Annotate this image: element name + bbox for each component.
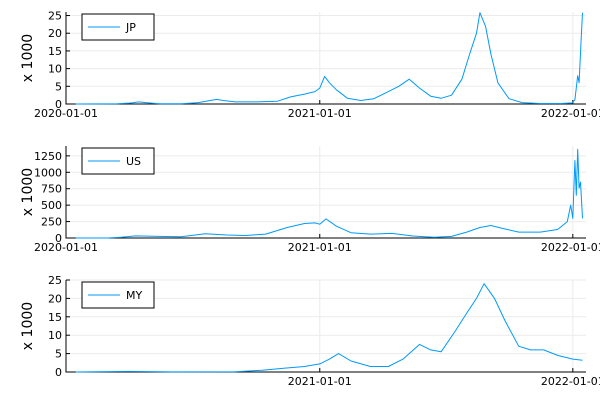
panel-top: 0 5 10 15 20 25 2020-01-01 2021-01-01 2022-01-01… [20, 10, 600, 120]
y-axis-label: x 1000 [20, 34, 36, 82]
y-tick-label: 250 [41, 216, 62, 229]
x-tick-label: 2020-01-01 [34, 107, 98, 120]
series-line-my [75, 283, 583, 373]
y-tick-label: 25 [48, 274, 62, 287]
panel-bottom: 0 5 10 15 20 25 2021-01-01 2022-01-01 x 1000 MY [20, 274, 600, 388]
series-line-jp [75, 12, 583, 105]
legend-label: MY [126, 289, 142, 302]
y-tick-label: 750 [41, 183, 62, 196]
x-tick-label: 2021-01-01 [288, 107, 352, 120]
x-tick-label: 2022-01-01 [541, 241, 600, 254]
y-tick-label: 15 [48, 45, 62, 58]
y-axis-label: x 1000 [20, 302, 36, 350]
y-tick-label: 5 [55, 80, 62, 93]
y-tick-label: 1250 [34, 150, 62, 163]
series-line-us [75, 148, 583, 239]
y-tick-label: 10 [48, 329, 62, 342]
x-tick-label: 2022-01-01 [541, 107, 600, 120]
y-tick-label: 20 [48, 27, 62, 40]
y-tick-label: 0 [55, 98, 62, 111]
y-tick-label: 20 [48, 292, 62, 305]
y-tick-label: 10 [48, 63, 62, 76]
y-tick-label: 1000 [34, 166, 62, 179]
x-tick-label: 2022-01-01 [541, 375, 600, 388]
legend-label: JP [125, 21, 136, 34]
y-tick-label: 25 [48, 10, 62, 23]
legend-label: US [126, 155, 141, 168]
y-tick-label: 0 [55, 366, 62, 379]
x-tick-label: 2021-01-01 [288, 241, 352, 254]
y-tick-label: 500 [41, 199, 62, 212]
x-tick-label: 2020-01-01 [34, 241, 98, 254]
panel-middle: 0 250 500 750 1000 1250 2020-01-01 2021-01-01 20… [20, 146, 600, 254]
y-tick-label: 5 [55, 348, 62, 361]
x-tick-label: 2021-01-01 [288, 375, 352, 388]
y-tick-label: 0 [55, 232, 62, 245]
y-axis-label: x 1000 [20, 168, 36, 216]
y-tick-label: 15 [48, 311, 62, 324]
